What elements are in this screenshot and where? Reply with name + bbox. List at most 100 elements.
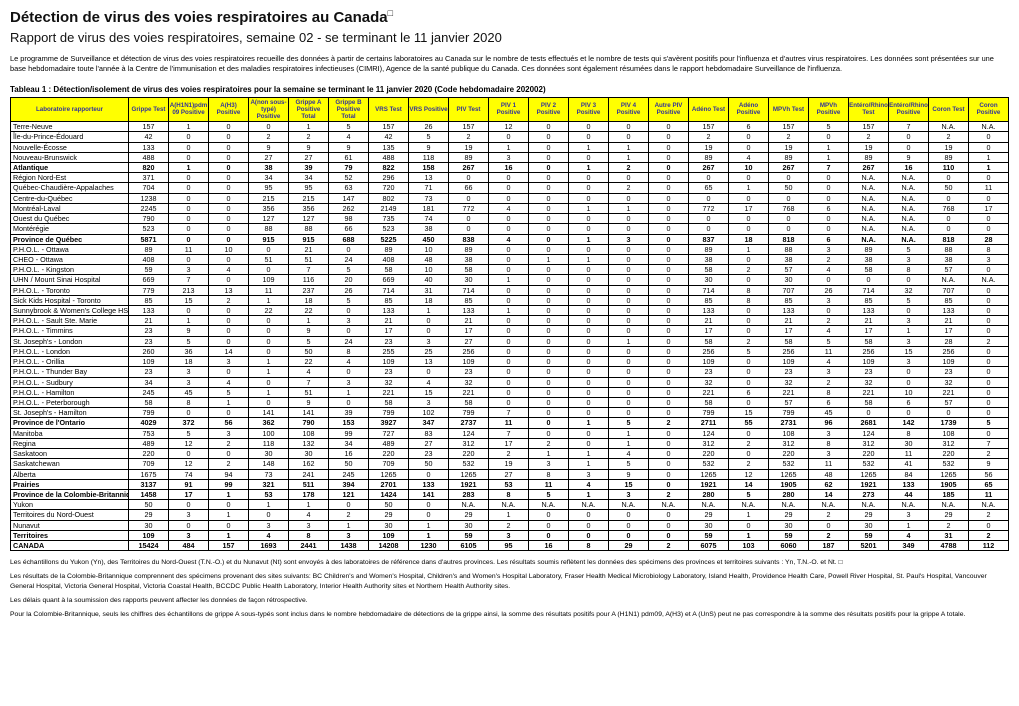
value-cell: 0 — [568, 335, 609, 347]
value-cell: 0 — [608, 243, 649, 255]
value-cell: 30 — [888, 437, 929, 450]
value-cell: 2 — [288, 131, 329, 143]
value-cell: 27 — [288, 151, 329, 163]
value-cell: 8 — [888, 427, 929, 439]
value-cell: 16 — [888, 161, 929, 174]
value-cell: 0 — [648, 141, 689, 153]
value-cell: 2 — [808, 315, 849, 327]
value-cell: 27 — [248, 151, 289, 163]
value-cell: 5 — [328, 121, 369, 133]
lab-name-cell: St. Joseph's - Hamilton — [10, 407, 129, 419]
value-cell: 0 — [608, 407, 649, 419]
table-row: Nouvelle-Écosse 133 0 0 9 9 9 135 9 19 1 0 1 1 0 19 0 19 1… — [10, 141, 1009, 153]
value-cell: 2731 — [768, 417, 809, 429]
column-header: PIV 2 Positive — [528, 96, 569, 123]
value-cell: 220 — [688, 448, 729, 460]
value-cell: 0 — [168, 141, 209, 153]
value-cell: 112 — [968, 540, 1009, 552]
value-cell: 669 — [128, 274, 169, 286]
value-cell: 0 — [648, 172, 689, 184]
lab-name-cell: P.H.O.L. - Orillia — [10, 356, 129, 368]
value-cell: 0 — [728, 325, 769, 337]
value-cell: 88 — [288, 223, 329, 235]
value-cell: 0 — [928, 172, 969, 184]
value-cell: 1 — [248, 356, 289, 368]
value-cell: 0 — [968, 386, 1009, 399]
value-cell: 790 — [288, 417, 329, 429]
value-cell: 267 — [448, 161, 489, 174]
lab-name-cell: P.H.O.L. - Kingston — [10, 264, 129, 276]
value-cell: 799 — [128, 407, 169, 419]
lab-name-cell: Ouest du Québec — [10, 213, 129, 225]
value-cell: 1921 — [448, 478, 489, 490]
value-cell: 714 — [448, 284, 489, 296]
value-cell: 707 — [768, 284, 809, 296]
value-cell: N.A. — [488, 499, 529, 511]
value-cell: 9 — [288, 325, 329, 337]
value-cell: 4 — [488, 202, 529, 215]
value-cell: 0 — [888, 366, 929, 378]
value-cell: 8 — [168, 396, 209, 409]
value-cell: 1230 — [408, 540, 449, 552]
value-cell: 0 — [648, 192, 689, 204]
value-cell: 802 — [368, 192, 409, 204]
value-cell: 3 — [488, 151, 529, 163]
value-cell: 1 — [288, 315, 329, 327]
value-cell: 0 — [648, 284, 689, 296]
value-cell: 489 — [128, 437, 169, 450]
value-cell: 21 — [928, 315, 969, 327]
value-cell: 133 — [128, 141, 169, 153]
value-cell: 0 — [528, 182, 569, 194]
table-header-row: Laboratoire rapporteur Grippe Test A(H1N1)… — [10, 96, 1009, 123]
table-row: P.H.O.L. - Timmins 23 9 0 0 9 0 17 0 17 0 0 0 0 0 17 0 17… — [10, 325, 1009, 337]
footnote: Les résultats de la Colombie-Britannique… — [10, 573, 987, 590]
value-cell: 0 — [568, 151, 609, 163]
table-row: Nunavut 30 0 0 3 3 1 30 1 30 2 0 0 0 0 30 0 30 0 30 1 2 0 — [10, 519, 1009, 531]
value-cell: 51 — [288, 253, 329, 266]
value-cell: 0 — [808, 172, 849, 184]
value-cell: 89 — [448, 243, 489, 255]
value-cell: 26 — [328, 284, 369, 296]
value-cell: 2 — [528, 437, 569, 450]
value-cell: N.A. — [888, 172, 929, 184]
value-cell: 21 — [448, 315, 489, 327]
value-cell: 488 — [128, 151, 169, 163]
value-cell: 0 — [608, 396, 649, 409]
value-cell: 3 — [328, 376, 369, 388]
table-row: Manitoba 753 5 3 100 108 99 727 83 124 7 0 0 1 0 124 0 10… — [10, 427, 1009, 439]
value-cell: 9 — [968, 458, 1009, 470]
value-cell: 0 — [568, 131, 609, 143]
value-cell: 108 — [768, 427, 809, 439]
value-cell: 32 — [448, 376, 489, 388]
value-cell: 32 — [848, 376, 889, 388]
value-cell: 181 — [408, 202, 449, 215]
value-cell: N.A. — [888, 182, 929, 194]
column-header: Entéro/Rhino Positive — [888, 96, 929, 123]
value-cell: 1265 — [848, 468, 889, 480]
value-cell: 29 — [448, 509, 489, 521]
lab-name-cell: Province de l'Ontario — [10, 417, 129, 429]
value-cell: 0 — [608, 131, 649, 143]
value-cell: 0 — [568, 529, 609, 542]
value-cell: 10 — [888, 386, 929, 399]
value-cell: 55 — [728, 417, 769, 429]
value-cell: 0 — [968, 376, 1009, 388]
value-cell: 720 — [368, 182, 409, 194]
value-cell: 215 — [288, 192, 329, 204]
column-header: MPVh Positive — [808, 96, 849, 123]
value-cell: 0 — [768, 192, 809, 204]
value-cell: 133 — [368, 305, 409, 317]
value-cell: 44 — [888, 488, 929, 501]
value-cell: 0 — [608, 274, 649, 286]
value-cell: 32 — [888, 284, 929, 296]
value-cell: 22 — [288, 356, 329, 368]
table-row: Prairies 3137 91 99 321 511 394 2701 133 1921 53 11… — [10, 478, 1009, 490]
value-cell: 915 — [248, 233, 289, 245]
value-cell: 2 — [488, 448, 529, 460]
value-cell: 21 — [288, 243, 329, 255]
value-cell: 0 — [568, 192, 609, 204]
value-cell: 0 — [608, 294, 649, 307]
value-cell: 15 — [408, 386, 449, 399]
value-cell: 0 — [648, 243, 689, 255]
value-cell: 0 — [488, 315, 529, 327]
